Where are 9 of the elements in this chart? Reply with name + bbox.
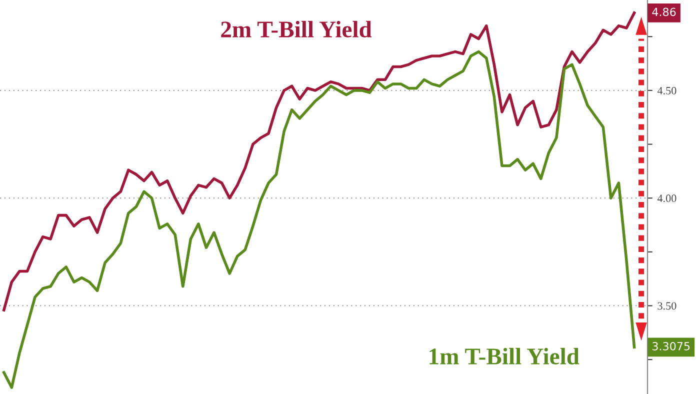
data-label: 3.3075 [652,342,690,350]
y-tick-label: 4.00 [657,194,676,202]
line-series [2,12,636,312]
data-label: 4.86 [652,8,676,16]
text: 1m T-Bill Yield [430,348,580,364]
series-label: 2m T-Bill Yield [221,20,372,38]
line-series [2,50,636,389]
y-tick-label: 4.50 [657,86,676,94]
y-tick-label: 3.50 [658,302,676,310]
